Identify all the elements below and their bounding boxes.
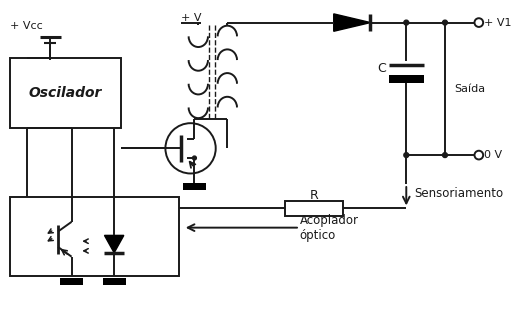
Polygon shape xyxy=(334,14,370,31)
Text: + V: + V xyxy=(181,13,201,23)
Bar xyxy=(389,75,424,82)
Text: Saída: Saída xyxy=(454,84,486,94)
Circle shape xyxy=(192,156,197,160)
Circle shape xyxy=(443,20,447,25)
Bar xyxy=(183,183,206,190)
Circle shape xyxy=(474,151,483,160)
Text: Sensoriamento: Sensoriamento xyxy=(414,187,503,200)
Text: 0 V: 0 V xyxy=(484,150,502,160)
Text: C: C xyxy=(378,62,386,75)
Bar xyxy=(10,58,121,128)
Bar xyxy=(285,201,343,216)
Text: Acoplador
óptico: Acoplador óptico xyxy=(300,214,359,242)
Circle shape xyxy=(165,123,216,173)
Text: + V1: + V1 xyxy=(484,18,511,27)
Text: Oscilador: Oscilador xyxy=(28,86,101,100)
Circle shape xyxy=(474,18,483,27)
Circle shape xyxy=(443,153,447,157)
Circle shape xyxy=(404,153,409,157)
Text: + Vcc: + Vcc xyxy=(10,21,43,32)
Circle shape xyxy=(404,20,409,25)
Polygon shape xyxy=(105,235,124,253)
Bar xyxy=(10,197,179,276)
Bar xyxy=(102,278,126,285)
Text: R: R xyxy=(310,189,319,202)
Bar xyxy=(60,278,83,285)
